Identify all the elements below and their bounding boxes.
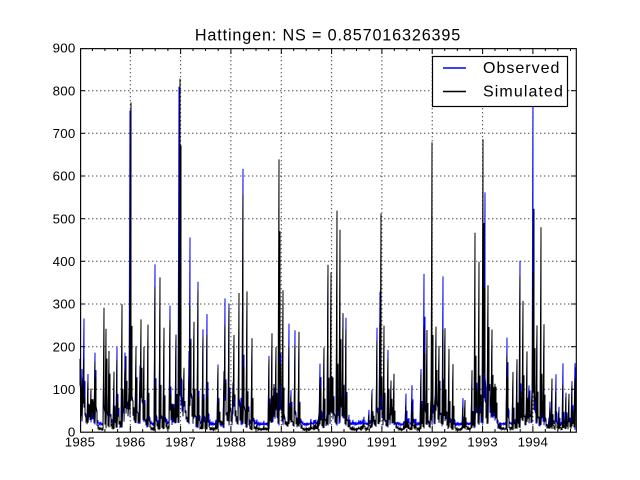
svg-text:1986: 1986 <box>115 435 146 450</box>
svg-text:1992: 1992 <box>417 435 448 450</box>
svg-text:700: 700 <box>53 126 76 141</box>
svg-text:1988: 1988 <box>216 435 247 450</box>
svg-text:200: 200 <box>53 339 76 354</box>
svg-text:Hattingen: NS = 0.857016326395: Hattingen: NS = 0.857016326395 <box>195 27 461 45</box>
svg-text:1985: 1985 <box>65 435 96 450</box>
svg-text:Simulated: Simulated <box>483 84 564 101</box>
svg-text:600: 600 <box>53 169 76 184</box>
svg-text:400: 400 <box>53 254 76 269</box>
svg-text:800: 800 <box>53 83 76 98</box>
svg-text:900: 900 <box>53 41 76 56</box>
svg-text:500: 500 <box>53 211 76 226</box>
svg-text:100: 100 <box>53 382 76 397</box>
svg-text:Observed: Observed <box>483 60 560 77</box>
svg-text:0: 0 <box>68 425 76 440</box>
svg-text:1994: 1994 <box>518 435 549 450</box>
svg-text:300: 300 <box>53 297 76 312</box>
svg-text:1990: 1990 <box>316 435 347 450</box>
svg-text:1993: 1993 <box>467 435 498 450</box>
svg-text:1987: 1987 <box>165 435 196 450</box>
svg-text:1991: 1991 <box>367 435 398 450</box>
svg-text:1989: 1989 <box>266 435 297 450</box>
